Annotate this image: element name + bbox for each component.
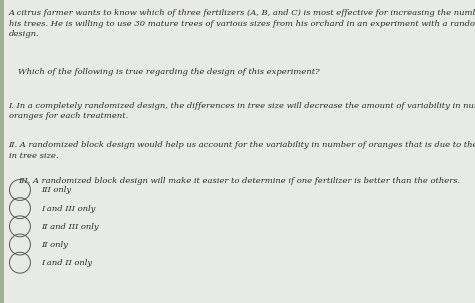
Text: II. A randomized block design would help us account for the variability in numbe: II. A randomized block design would help… bbox=[9, 141, 475, 149]
Text: in tree size.: in tree size. bbox=[9, 152, 58, 159]
Text: oranges for each treatment.: oranges for each treatment. bbox=[9, 112, 128, 120]
Text: his trees. He is willing to use 30 mature trees of various sizes from his orchar: his trees. He is willing to use 30 matur… bbox=[9, 20, 475, 28]
Text: Which of the following is true regarding the design of this experiment?: Which of the following is true regarding… bbox=[18, 68, 320, 76]
Text: A citrus farmer wants to know which of three fertilizers (A, B, and C) is most e: A citrus farmer wants to know which of t… bbox=[9, 9, 475, 17]
Text: III. A randomized block design will make it easier to determine if one fertilize: III. A randomized block design will make… bbox=[18, 177, 460, 185]
Text: I. In a completely randomized design, the differences in tree size will decrease: I. In a completely randomized design, th… bbox=[9, 102, 475, 109]
Text: III only: III only bbox=[41, 186, 71, 194]
Text: I and III only: I and III only bbox=[41, 205, 95, 212]
Text: II only: II only bbox=[41, 241, 68, 249]
Text: I and II only: I and II only bbox=[41, 259, 93, 267]
Text: II and III only: II and III only bbox=[41, 223, 99, 231]
Text: design.: design. bbox=[9, 30, 39, 38]
